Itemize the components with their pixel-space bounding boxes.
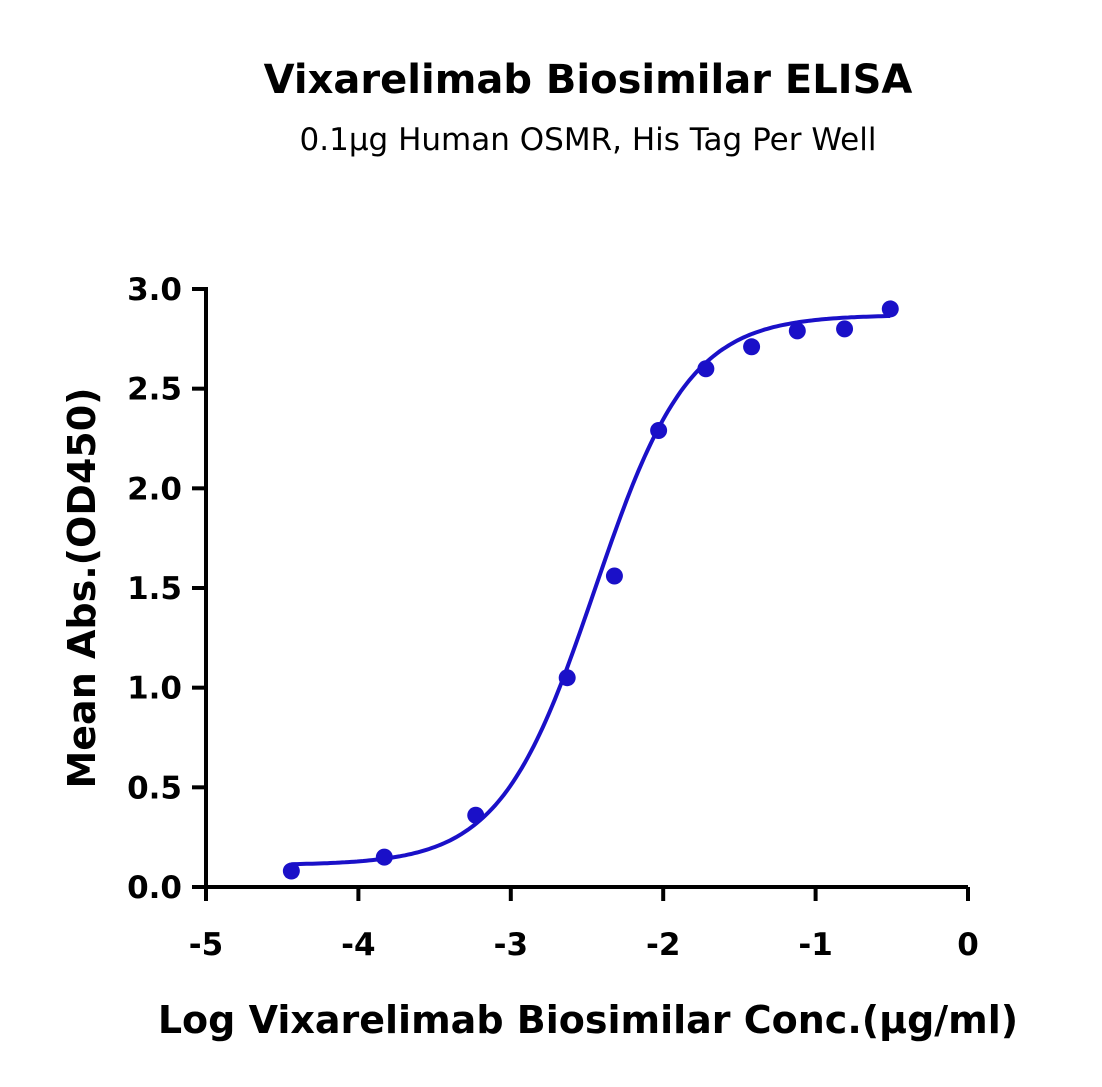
y-tick-label: 0.0	[127, 870, 182, 906]
x-tick-label: -2	[646, 927, 680, 963]
chart-title: Vixarelimab Biosimilar ELISA	[264, 57, 913, 103]
x-tick-label: -3	[494, 927, 528, 963]
chart-subtitle: 0.1µg Human OSMR, His Tag Per Well	[300, 122, 877, 158]
y-axis-label: Mean Abs.(OD450)	[60, 387, 104, 788]
data-point	[558, 669, 576, 687]
y-tick-label: 0.5	[127, 770, 182, 806]
x-tick-label: 0	[957, 927, 979, 963]
data-point	[282, 862, 300, 880]
data-point	[881, 300, 899, 318]
data-point	[605, 567, 623, 585]
data-point	[743, 338, 761, 356]
data-point	[788, 322, 806, 340]
data-point	[836, 320, 854, 338]
data-point	[697, 360, 715, 378]
data-point	[650, 422, 668, 440]
data-point	[375, 848, 393, 866]
x-tick-label: -1	[798, 927, 832, 963]
y-tick-label: 1.0	[127, 671, 182, 707]
fit-curve	[291, 314, 891, 867]
x-axis-label: Log Vixarelimab Biosimilar Conc.(µg/ml)	[158, 998, 1018, 1042]
y-tick-label: 2.5	[127, 372, 182, 408]
data-point	[467, 806, 485, 824]
x-tick-label: -5	[189, 927, 223, 963]
y-tick-label: 2.0	[127, 471, 182, 507]
y-tick-label: 3.0	[127, 272, 182, 308]
x-tick-label: -4	[341, 927, 375, 963]
y-tick-label: 1.5	[127, 571, 182, 607]
